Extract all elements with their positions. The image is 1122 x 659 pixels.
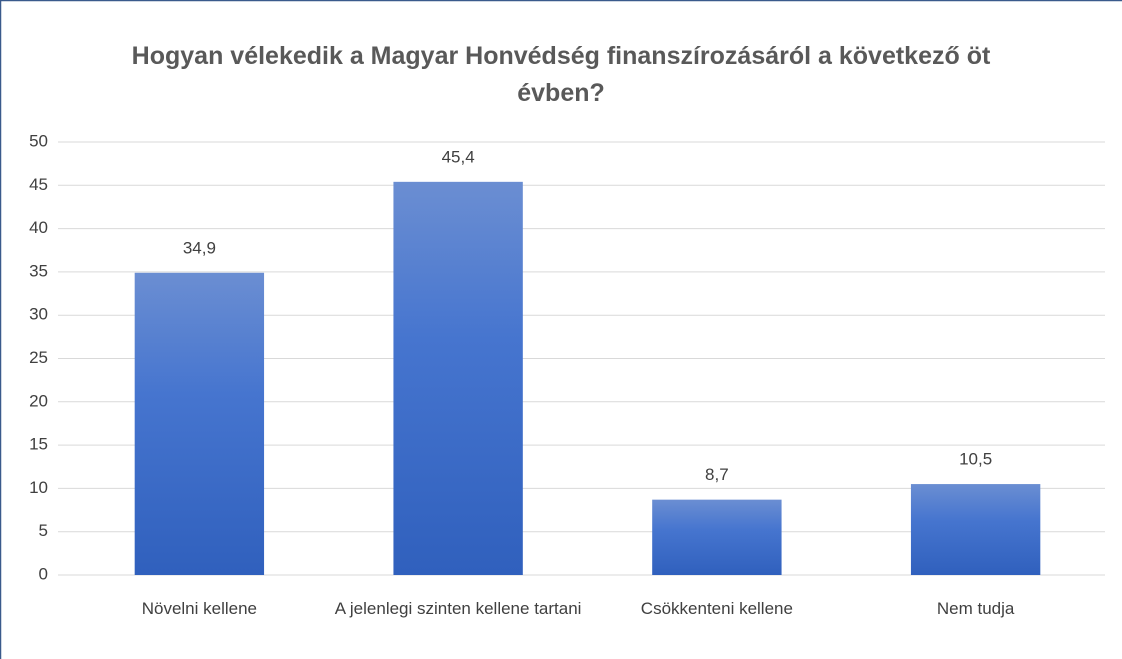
y-tick-label: 30 — [29, 305, 48, 324]
y-tick-label: 0 — [39, 564, 48, 583]
data-label: 45,4 — [442, 147, 475, 166]
chart-title: Hogyan vélekedik a Magyar Honvédség fina… — [131, 42, 991, 107]
data-label: 34,9 — [183, 238, 216, 257]
y-tick-label: 45 — [29, 175, 48, 194]
bar — [910, 484, 1041, 575]
y-tick-label: 40 — [29, 218, 48, 237]
x-tick-label: Nem tudja — [936, 599, 1015, 618]
x-tick-label: Növelni kellene — [141, 599, 258, 618]
y-tick-label: 50 — [29, 131, 48, 150]
y-tick-label: 35 — [29, 261, 48, 280]
y-tick-label: 15 — [29, 435, 48, 454]
x-tick-label: Csökkenteni kellene — [640, 599, 793, 618]
y-tick-label: 20 — [29, 391, 48, 410]
bar — [393, 181, 523, 575]
bar — [652, 499, 782, 575]
y-tick-label: 25 — [29, 348, 48, 367]
x-tick-label: A jelenlegi szinten kellene tartani — [334, 599, 582, 618]
y-tick-label: 10 — [29, 478, 48, 497]
data-label: 8,7 — [705, 465, 729, 484]
data-label: 10,5 — [959, 450, 992, 469]
y-tick-label: 5 — [39, 521, 48, 540]
bar — [134, 272, 265, 575]
